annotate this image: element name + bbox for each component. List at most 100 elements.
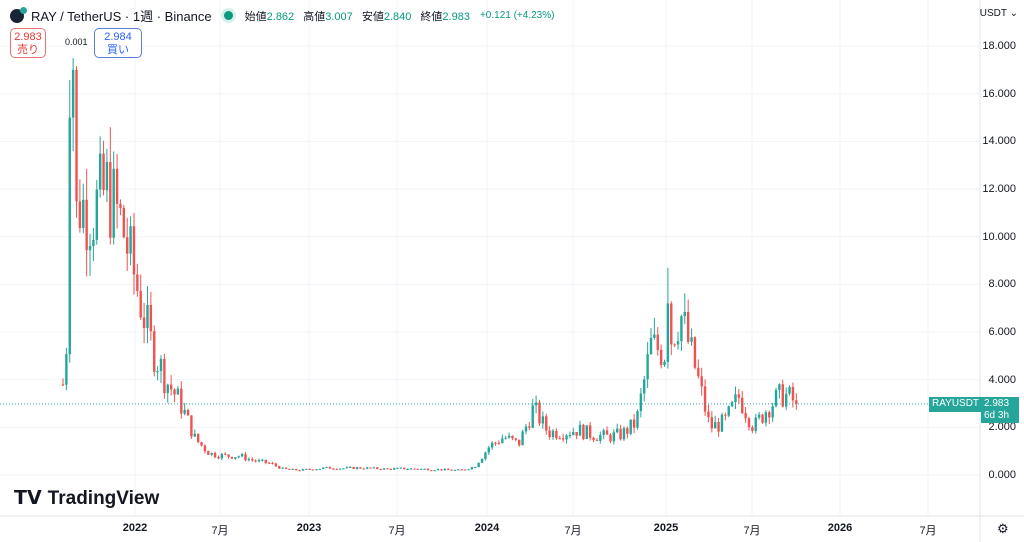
candle-body <box>224 453 227 455</box>
candle-body <box>257 460 261 462</box>
candle-body <box>548 430 551 438</box>
candle-body <box>727 406 730 416</box>
candle-body <box>757 414 761 418</box>
candle-body <box>632 419 636 428</box>
candle-body <box>98 153 102 190</box>
candle-body <box>524 426 528 432</box>
candle-body <box>139 291 142 318</box>
candle-body <box>264 459 267 463</box>
currency-selector[interactable]: USDT ⌄ <box>979 8 1018 19</box>
candle-body <box>230 456 234 459</box>
candle-body <box>605 430 609 435</box>
candle-body <box>622 428 626 440</box>
candle-body <box>463 469 467 471</box>
y-tick-label: 12.000 <box>982 183 1016 196</box>
candle-body <box>349 466 352 468</box>
candle-body <box>369 467 372 469</box>
candle-body <box>406 469 409 471</box>
candle-body <box>386 468 389 470</box>
candle-body <box>751 427 754 431</box>
candle-body <box>271 462 274 464</box>
candle-body <box>416 468 420 470</box>
candle-body <box>78 201 82 228</box>
candle-body <box>68 117 71 355</box>
candle-body <box>521 431 524 446</box>
candle-body <box>169 384 173 390</box>
candle-body <box>741 397 744 414</box>
candle-body <box>744 413 747 419</box>
candle-body <box>308 468 311 470</box>
candle-body <box>180 388 183 414</box>
candle-body <box>555 430 558 439</box>
candle-body <box>599 434 602 441</box>
candle-body <box>166 384 169 394</box>
candle-body <box>477 462 480 468</box>
x-tick-label: 7月 <box>564 525 582 537</box>
candle-body <box>247 459 251 461</box>
candle-body <box>639 393 643 412</box>
settings-icon[interactable]: ⚙ <box>997 521 1009 536</box>
candle-body <box>443 468 447 471</box>
candle-body <box>588 425 592 438</box>
candle-body <box>768 412 771 418</box>
candle-body <box>666 303 670 362</box>
buy-button[interactable]: 2.984 買い <box>94 28 142 58</box>
candle-body <box>213 452 217 458</box>
candle-body <box>659 349 663 366</box>
x-tick-label: 2024 <box>474 522 500 534</box>
y-tick-label: 14.000 <box>982 135 1016 148</box>
candle-body <box>322 467 325 469</box>
x-tick-label: 2025 <box>653 522 679 534</box>
x-tick-label: 2022 <box>122 522 148 534</box>
x-tick-label: 7月 <box>388 525 406 537</box>
candle-body <box>413 468 416 470</box>
candle-body <box>707 411 710 418</box>
candle-body <box>328 466 332 469</box>
candle-body <box>318 468 322 470</box>
candle-body <box>460 469 463 471</box>
price-change: +0.121 (+4.23%) <box>479 10 555 21</box>
candle-body <box>359 467 362 469</box>
candle-body <box>159 358 163 372</box>
candle-body <box>616 428 619 433</box>
x-tick-label: 2023 <box>296 522 322 534</box>
candle-body <box>440 469 443 471</box>
candle-body <box>335 468 338 470</box>
candle-body <box>636 411 639 428</box>
symbol-title[interactable]: RAY / TetherUS · 1週 · Binance <box>31 9 212 24</box>
candle-body <box>683 311 686 317</box>
candle-body <box>274 463 278 467</box>
last-price-tag: 2.983 6d 3h <box>981 397 1019 423</box>
candle-body <box>105 162 109 191</box>
candle-body <box>61 384 65 386</box>
candle-body <box>484 452 487 459</box>
candle-body <box>720 414 724 432</box>
tradingview-logo[interactable]: 𝗧𝗩 TradingView <box>14 487 160 510</box>
candle-body <box>332 468 335 470</box>
candle-body <box>426 468 430 471</box>
candle-body <box>551 430 555 438</box>
candle-body <box>649 337 653 355</box>
candle-body <box>193 433 196 437</box>
candle-body <box>119 203 122 208</box>
y-tick-label: 10.000 <box>982 230 1016 243</box>
candle-body <box>643 379 646 394</box>
candle-body <box>474 467 477 469</box>
y-tick-label: 2.000 <box>988 421 1016 434</box>
candle-body <box>132 226 136 275</box>
candle-body <box>531 405 534 428</box>
candle-body <box>450 469 453 471</box>
candle-body <box>703 386 707 412</box>
candle-body <box>514 438 518 440</box>
candle-body <box>430 470 433 472</box>
candle-body <box>237 456 240 458</box>
y-tick-label: 18.000 <box>982 40 1016 53</box>
candle-body <box>673 344 676 346</box>
sell-button[interactable]: 2.983 売り <box>10 28 46 58</box>
candle-body <box>146 304 149 329</box>
candle-body <box>595 440 599 442</box>
candle-body <box>781 384 784 407</box>
candle-body <box>612 432 616 442</box>
candle-body <box>558 438 561 440</box>
